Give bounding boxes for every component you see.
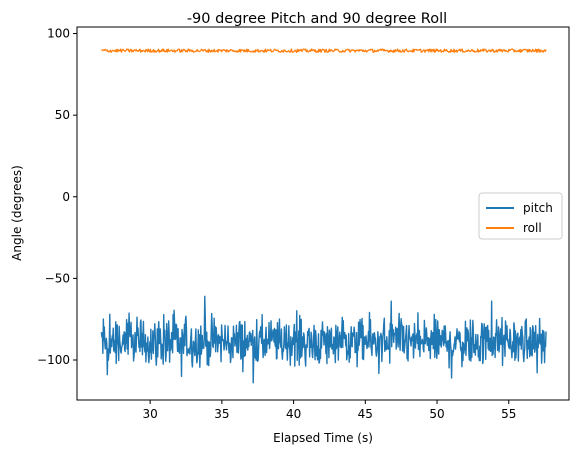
x-tick-label: 45 bbox=[358, 407, 373, 421]
y-tick-label: −100 bbox=[37, 353, 70, 367]
y-axis-ticks: −100 −50 0 50 100 bbox=[37, 27, 77, 367]
legend-box bbox=[478, 192, 563, 240]
y-tick-label: 0 bbox=[62, 190, 70, 204]
series-line-pitch bbox=[100, 295, 547, 384]
x-axis-label: Elapsed Time (s) bbox=[273, 431, 373, 445]
x-tick-label: 35 bbox=[214, 407, 229, 421]
plot-frame bbox=[76, 26, 570, 401]
x-tick-label: 30 bbox=[143, 407, 158, 421]
y-tick-label: −50 bbox=[45, 271, 70, 285]
chart-title: -90 degree Pitch and 90 degree Roll bbox=[187, 11, 447, 27]
y-axis-label: Angle (degrees) bbox=[10, 165, 24, 261]
legend-label-pitch: pitch bbox=[523, 201, 553, 215]
legend-label-roll: roll bbox=[523, 221, 542, 235]
plot-lines bbox=[100, 48, 547, 384]
x-axis-ticks: 30 35 40 45 50 55 bbox=[143, 400, 516, 421]
x-tick-label: 55 bbox=[501, 407, 516, 421]
x-tick-label: 40 bbox=[286, 407, 301, 421]
y-tick-label: 100 bbox=[47, 27, 70, 41]
series-line-roll bbox=[101, 48, 547, 53]
y-tick-label: 50 bbox=[55, 108, 70, 122]
legend: pitch roll bbox=[478, 192, 563, 240]
x-tick-label: 50 bbox=[429, 407, 444, 421]
